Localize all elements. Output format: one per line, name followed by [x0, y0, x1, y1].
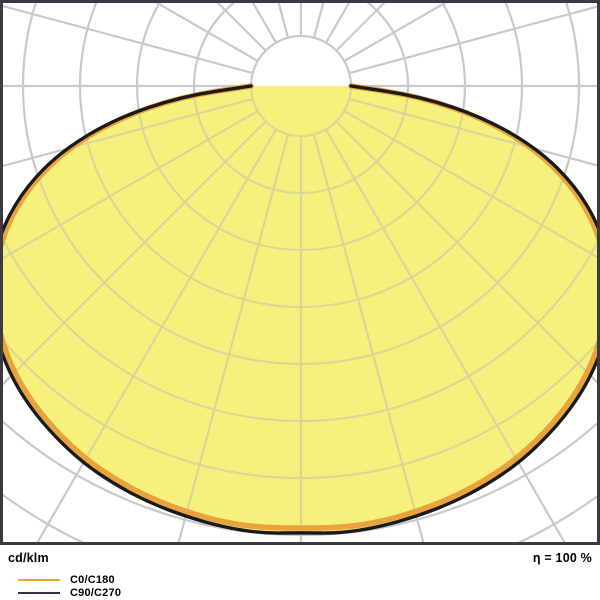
- polar-plot-svg: [3, 3, 597, 542]
- legend-item: C0/C180: [18, 573, 121, 586]
- unit-label: cd/klm: [8, 551, 49, 565]
- efficiency-label: η = 100 %: [532, 551, 592, 565]
- distribution-curves: [3, 83, 597, 535]
- legend-label-c0-c180: C0/C180: [70, 573, 115, 586]
- plot-footer: cd/klm η = 100 % C0/C180 C90/C270: [0, 545, 600, 600]
- legend-swatch-c90-c270: [18, 591, 60, 594]
- legend-swatch-c0-c180: [18, 578, 60, 581]
- legend-item: C90/C270: [18, 586, 121, 599]
- legend-label-c90-c270: C90/C270: [70, 586, 122, 599]
- legend: C0/C180 C90/C270: [18, 573, 121, 599]
- polar-plot-frame: [0, 0, 600, 545]
